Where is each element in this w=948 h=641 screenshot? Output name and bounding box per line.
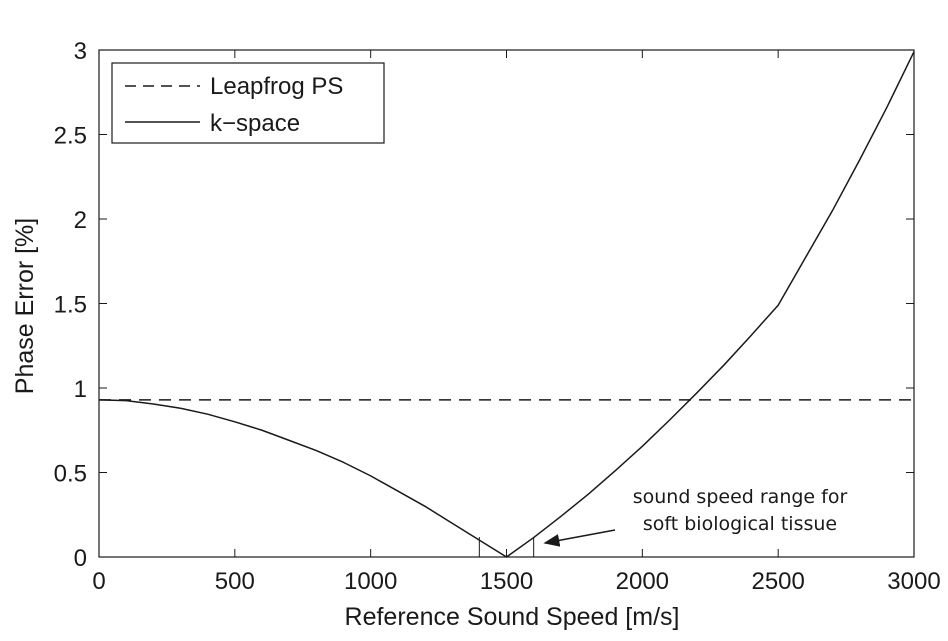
x-axis-label: Reference Sound Speed [m/s] [345,603,680,631]
ticks-layer: 0 500 1000 1500 2000 2500 3000 0 0.5 1 1.5 2 2.5 3 [54,38,941,595]
x-tick-label-3: 1500 [480,568,533,595]
x-tick-label-5: 2500 [751,568,804,595]
plot-frame [98,49,915,558]
x-tick-label-1: 500 [215,568,255,595]
legend: Leapfrog PS k−space [111,62,385,144]
y-tick-label-6: 3 [74,38,87,65]
y-axis-label: Phase Error [%] [11,218,39,394]
annotation: sound speed range for soft biological ti… [543,486,848,547]
x-tick-label-0: 0 [92,568,105,595]
y-tick-label-0: 0 [74,545,87,572]
annotation-line-2: soft biological tissue [643,513,837,535]
legend-box [111,62,385,144]
y-tick-label-4: 2 [74,207,87,234]
y-tick-label-3: 1.5 [54,292,87,319]
x-tick-label-2: 1000 [344,568,397,595]
annotation-arrow [543,529,616,547]
x-tick-label-6: 3000 [887,568,940,595]
x-tick-label-4: 2000 [616,568,669,595]
legend-label-leapfrog: Leapfrog PS [210,73,343,100]
y-tick-label-2: 1 [74,376,87,403]
y-tick-label-1: 0.5 [54,461,87,488]
legend-label-kspace: k−space [210,110,300,137]
y-tick-label-5: 2.5 [54,123,87,150]
annotation-line-1: sound speed range for [633,486,848,508]
